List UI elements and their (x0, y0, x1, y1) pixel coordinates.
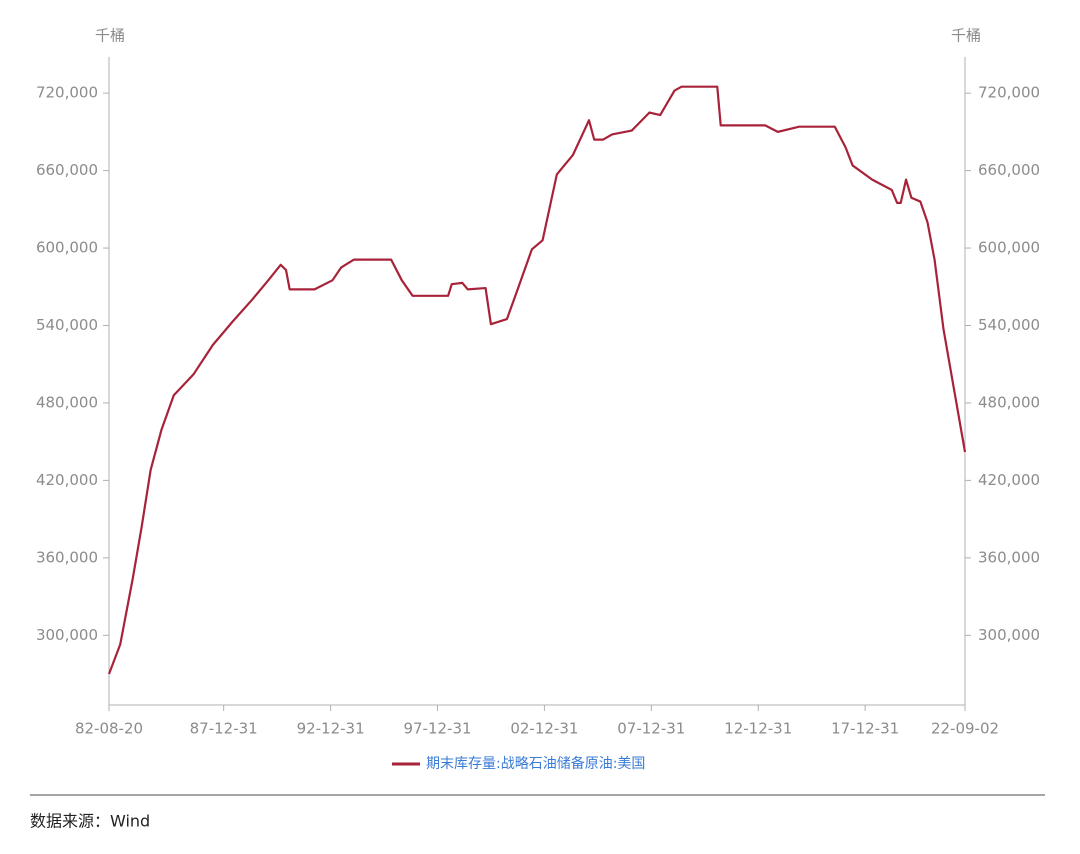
y-tick-label: 540,000 (36, 316, 98, 334)
y2-tick-label: 720,000 (978, 84, 1040, 102)
x-tick-label: 97-12-31 (403, 720, 471, 738)
x-tick-label: 07-12-31 (617, 720, 685, 738)
y-tick-label: 720,000 (36, 84, 98, 102)
source-note: 数据来源：Wind (30, 812, 150, 831)
legend-label: 期末库存量:战略石油储备原油:美国 (426, 755, 645, 772)
y-tick-label: 660,000 (36, 161, 98, 179)
y-tick-label: 600,000 (36, 239, 98, 257)
y2-tick-label: 540,000 (978, 316, 1040, 334)
y2-tick-label: 360,000 (978, 548, 1040, 566)
y2-tick-label: 420,000 (978, 471, 1040, 489)
x-tick-label: 02-12-31 (510, 720, 578, 738)
data-line (107, 85, 967, 675)
x-tick-label: 12-12-31 (724, 720, 792, 738)
x-tick-label: 92-12-31 (297, 720, 365, 738)
y-tick-label: 480,000 (36, 393, 98, 411)
x-tick-label: 87-12-31 (190, 720, 258, 738)
y-axis-unit: 千桶 (95, 27, 125, 45)
y2-tick-label: 660,000 (978, 161, 1040, 179)
y-tick-label: 420,000 (36, 471, 98, 489)
x-tick-label: 22-09-02 (931, 720, 999, 738)
y2-axis-unit: 千桶 (951, 27, 981, 45)
y2-tick-label: 300,000 (978, 626, 1040, 644)
y-tick-label: 360,000 (36, 548, 98, 566)
y-tick-label: 300,000 (36, 626, 98, 644)
y2-tick-label: 600,000 (978, 239, 1040, 257)
y2-tick-label: 480,000 (978, 393, 1040, 411)
x-tick-label: 17-12-31 (831, 720, 899, 738)
x-tick-label: 82-08-20 (75, 720, 143, 738)
